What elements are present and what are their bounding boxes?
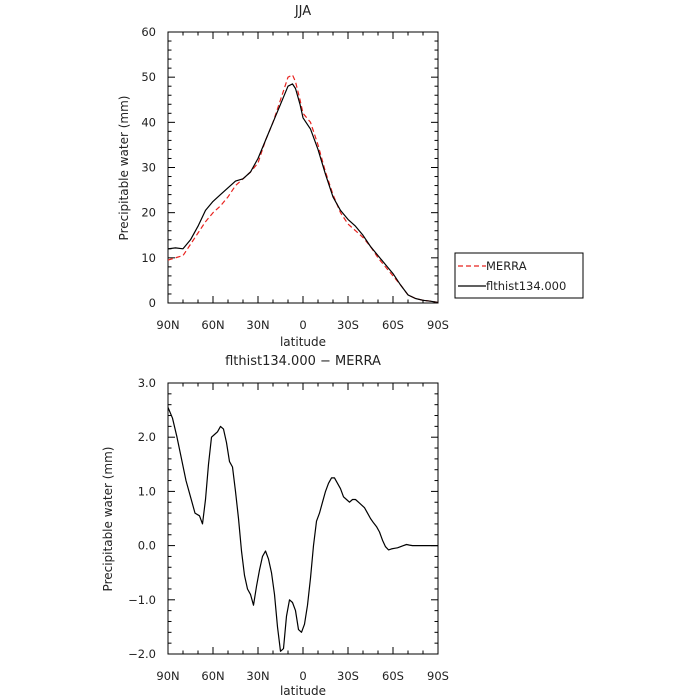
top-x-tick-label: 0 [299,318,306,332]
top-series-line-1 [167,83,439,304]
top-chart-title: JJA [294,4,311,19]
top-y-tick-label: 40 [141,115,156,129]
top-y-tick-label: 0 [149,296,156,310]
top-x-axis-label: latitude [280,335,326,349]
bottom-y-tick-label: 1.0 [138,484,156,498]
top-x-tick-label: 30N [246,318,269,332]
bottom-y-tick-label: 2.0 [138,430,156,444]
top-y-tick-label: 10 [141,251,156,265]
bottom-chart: flthist134.000 − MERRA −2.0 −1.0 0.0 1.0 2.0… [101,354,449,698]
top-series [167,74,439,304]
bottom-x-tick-label: 90S [427,669,449,683]
bottom-y-tick-label: −1.0 [128,593,156,607]
top-y-ticks: 0 10 20 30 40 50 60 [141,25,438,310]
bottom-x-tick-label: 60N [201,669,224,683]
bottom-y-tick-label: 0.0 [138,539,156,553]
top-chart: JJA 0 10 20 30 40 50 60 90N 60N 30N 0 30S 60S 90S la… [117,4,449,349]
bottom-x-tick-label: 90N [156,669,179,683]
top-x-ticks: 90N 60N 30N 0 30S 60S 90S [156,32,449,332]
bottom-y-tick-label: −2.0 [128,647,156,661]
bottom-x-tick-label: 30S [337,669,359,683]
top-x-tick-label: 90S [427,318,449,332]
top-y-tick-label: 30 [141,161,156,175]
bottom-x-tick-label: 60S [382,669,404,683]
bottom-x-tick-label: 0 [299,669,306,683]
top-y-tick-label: 60 [141,25,156,39]
bottom-series-line-0 [167,407,438,652]
bottom-x-axis-label: latitude [280,684,326,698]
legend-label-flthist: flthist134.000 [486,279,566,293]
bottom-x-ticks: 90N 60N 30N 0 30S 60S 90S [156,383,449,683]
top-x-tick-label: 90N [156,318,179,332]
bottom-y-ticks: −2.0 −1.0 0.0 1.0 2.0 3.0 [128,376,438,661]
top-x-tick-label: 30S [337,318,359,332]
top-y-axis-label: Precipitable water (mm) [117,96,131,241]
bottom-x-tick-label: 30N [246,669,269,683]
top-x-tick-label: 60N [201,318,224,332]
bottom-y-axis-label: Precipitable water (mm) [101,447,115,592]
bottom-plot-frame [167,382,439,655]
bottom-chart-title: flthist134.000 − MERRA [225,354,381,369]
legend-box [454,252,584,299]
top-plot-frame [167,31,439,304]
top-series-line-0 [167,74,439,304]
top-y-tick-label: 50 [141,70,156,84]
bottom-y-tick-label: 3.0 [138,376,156,390]
top-x-tick-label: 60S [382,318,404,332]
bottom-series [167,407,438,652]
legend-label-merra: MERRA [486,259,527,273]
legend: MERRA flthist134.000 [454,252,584,299]
top-y-tick-label: 20 [141,206,156,220]
